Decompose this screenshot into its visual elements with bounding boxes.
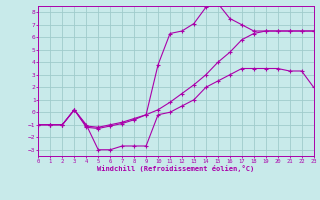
X-axis label: Windchill (Refroidissement éolien,°C): Windchill (Refroidissement éolien,°C) (97, 165, 255, 172)
